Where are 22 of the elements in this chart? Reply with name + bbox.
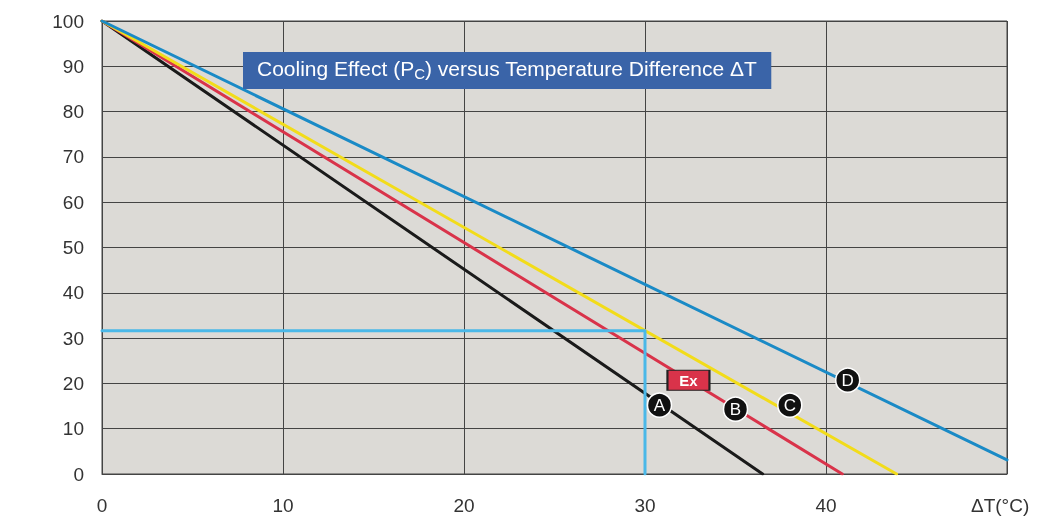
y-tick-label: 20 <box>62 372 84 394</box>
x-axis-title: ΔT(°C) <box>971 495 1030 516</box>
annotation: Ex <box>679 371 699 389</box>
y-tick-label: 0 <box>73 463 84 485</box>
annotation: B <box>729 399 742 419</box>
x-tick-label: 0 <box>96 495 108 516</box>
y-tick-label: 60 <box>62 191 84 213</box>
x-tick-label: 10 <box>272 495 294 516</box>
y-tick-label: 80 <box>62 101 84 123</box>
y-tick-label: 40 <box>62 282 84 304</box>
x-tick-label: 30 <box>634 495 656 516</box>
y-tick-label: 100 <box>52 10 84 32</box>
x-tick-label: 40 <box>815 495 837 516</box>
annotation: A <box>653 395 666 415</box>
y-tick-label: 90 <box>62 55 84 77</box>
y-tick-label: 30 <box>62 327 84 349</box>
y-tick-label: 50 <box>62 237 84 258</box>
annotation: C <box>783 395 796 415</box>
y-tick-label: 70 <box>62 146 84 168</box>
x-tick-label: 20 <box>453 495 475 516</box>
y-tick-label: 10 <box>62 418 84 440</box>
annotation: D <box>841 370 854 390</box>
